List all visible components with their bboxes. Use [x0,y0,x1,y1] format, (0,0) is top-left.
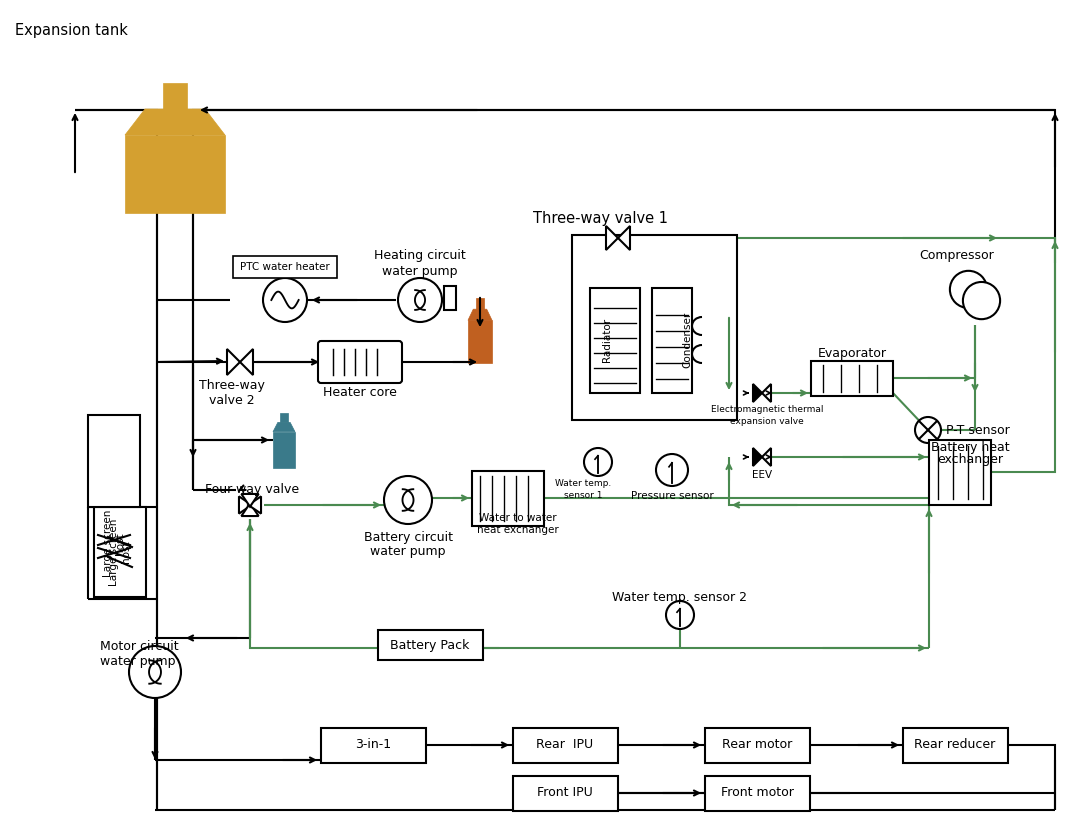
Text: Three-way: Three-way [199,378,265,391]
Text: sensor 1: sensor 1 [563,491,602,500]
Text: Electromagnetic thermal: Electromagnetic thermal [711,406,823,415]
Text: Three-way valve 1: Three-way valve 1 [533,210,668,225]
Text: Evaporator: Evaporator [817,347,886,360]
Text: Water to water: Water to water [479,513,557,523]
Bar [704,775,810,810]
Bar [88,415,140,507]
Text: Battery Pack: Battery Pack [390,638,470,652]
Bar [652,288,693,392]
Polygon shape [468,309,492,320]
Bar [811,361,893,396]
Text: PTC water heater: PTC water heater [240,262,330,272]
Circle shape [963,282,1001,319]
Text: expansion valve: expansion valve [730,417,803,426]
Text: Rear reducer: Rear reducer [914,739,995,751]
Text: Rear motor: Rear motor [722,739,792,751]
Bar [125,135,225,213]
FancyBboxPatch shape [318,341,402,383]
Polygon shape [125,109,225,135]
Circle shape [384,476,432,524]
Text: water pump: water pump [100,656,176,668]
Text: Battery heat: Battery heat [931,440,1009,454]
Bar [590,288,640,392]
Bar [444,286,456,310]
Polygon shape [249,496,261,514]
Polygon shape [618,226,630,250]
Text: P-T sensor: P-T sensor [946,424,1010,436]
Text: Radiator: Radiator [602,318,612,362]
Text: Motor circuit: Motor circuit [100,641,179,653]
Text: Water temp. sensor 2: Water temp. sensor 2 [613,591,747,603]
Text: Four-way valve: Four-way valve [205,484,299,496]
Bar [233,256,337,278]
Text: Heating circuit: Heating circuit [374,249,466,263]
Bar [929,440,991,504]
Text: water pump: water pump [382,264,458,278]
Bar [378,630,482,660]
Bar [163,83,187,109]
Text: Expansion tank: Expansion tank [15,22,128,37]
Circle shape [950,271,988,308]
Circle shape [666,601,694,629]
Bar [513,727,617,763]
Polygon shape [763,448,771,466]
Polygon shape [239,496,252,514]
Bar [321,727,425,763]
Polygon shape [241,504,258,516]
Text: 3-in-1: 3-in-1 [355,739,391,751]
Text: heat exchanger: heat exchanger [477,525,559,535]
Polygon shape [753,384,763,402]
Bar [94,507,146,597]
Text: Condenser: Condenser [682,312,693,368]
Text: valve 2: valve 2 [209,394,255,406]
Bar [476,297,484,309]
Bar [513,775,617,810]
Polygon shape [241,494,258,507]
Polygon shape [272,422,295,432]
Text: Compressor: Compressor [920,248,994,262]
Bar [572,235,737,420]
Circle shape [915,417,941,443]
Polygon shape [227,349,240,375]
Bar [280,412,288,422]
Polygon shape [763,384,771,402]
Circle shape [584,448,612,476]
Circle shape [263,278,307,322]
Text: exchanger: exchanger [937,454,1003,466]
Text: Front motor: Front motor [721,786,794,799]
Circle shape [129,646,181,698]
Text: Heater core: Heater core [323,386,397,399]
Circle shape [398,278,442,322]
Bar [468,320,492,362]
Polygon shape [753,448,763,466]
Text: water pump: water pump [370,545,446,558]
Bar [272,432,295,468]
Circle shape [656,454,688,486]
Text: Rear  IPU: Rear IPU [536,739,593,751]
Bar [472,470,544,525]
Bar [903,727,1007,763]
Text: Pressure sensor: Pressure sensor [631,491,713,501]
Text: Large screen
host: Large screen host [109,519,130,586]
Text: Battery circuit: Battery circuit [364,530,452,543]
Text: Water temp.: Water temp. [555,479,611,489]
Polygon shape [606,226,618,250]
Text: Front IPU: Front IPU [537,786,592,799]
Text: EEV: EEV [752,470,772,480]
Polygon shape [240,349,253,375]
Text: Large screen
host: Large screen host [103,510,125,578]
Bar [704,727,810,763]
